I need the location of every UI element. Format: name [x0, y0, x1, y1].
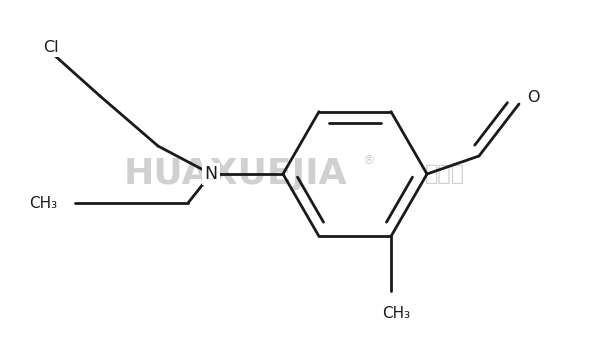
Text: CH₃: CH₃ [29, 195, 57, 210]
Text: ®: ® [362, 155, 374, 168]
Text: CH₃: CH₃ [382, 307, 410, 321]
Text: N: N [205, 165, 218, 183]
Text: O: O [527, 89, 539, 105]
Text: 化学加: 化学加 [425, 164, 465, 184]
Text: Cl: Cl [43, 41, 59, 56]
Text: HUAXUEJIA: HUAXUEJIA [123, 157, 347, 191]
